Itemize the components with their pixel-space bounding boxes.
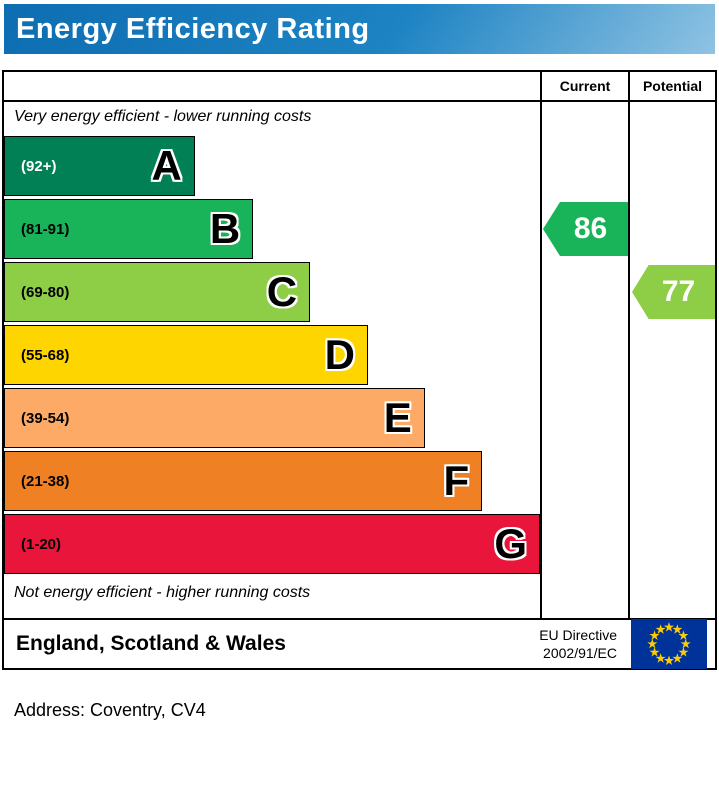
rating-bands: (92+) A (81-91) B (69-80) C (55-68) [4,136,540,577]
band-range: (81-91) [21,220,70,238]
band-row-a: (92+) A [4,136,540,199]
band-range: (1-20) [21,535,62,553]
potential-rating-pointer: 77 [632,265,715,319]
current-rating-pointer: 86 [543,202,628,256]
eu-flag-icon [631,619,707,669]
band-letter: B [209,205,241,252]
top-note: Very energy efficient - lower running co… [14,108,312,125]
band-letter: G [494,520,527,567]
chart-header-row: Current Potential [4,72,715,102]
band-bar-a: (92+) A [4,136,195,196]
address-line: Address: Coventry, CV4 [14,700,206,720]
column-header-potential: Potential [642,78,703,94]
band-row-d: (55-68) D [4,325,540,388]
column-header-current: Current [559,78,611,94]
band-range: (21-38) [21,472,70,490]
potential-rating-value: 77 [661,275,696,308]
band-letter: C [266,268,298,315]
column-divider-current [540,72,542,618]
band-bar-c: (69-80) C [4,262,311,322]
page-title: Energy Efficiency Rating [16,12,370,45]
eu-directive-label: EU Directive 2002/91/EC [539,626,617,662]
energy-efficiency-chart: Current Potential Very energy efficient … [2,70,717,620]
band-range: (92+) [21,157,57,175]
band-letter: E [383,394,412,441]
band-range: (39-54) [21,409,70,427]
region-label: England, Scotland & Wales [16,632,286,655]
band-bar-g: (1-20) G [4,514,540,574]
eu-directive-line1: EU Directive [539,626,617,643]
band-range: (69-80) [21,283,70,301]
band-letter: F [443,457,470,504]
band-row-f: (21-38) F [4,451,540,514]
band-row-e: (39-54) E [4,388,540,451]
band-bar-b: (81-91) B [4,199,254,259]
band-bar-e: (39-54) E [4,388,425,448]
band-letter: A [151,142,182,189]
column-divider-potential [628,72,630,618]
band-row-g: (1-20) G [4,514,540,577]
band-bar-f: (21-38) F [4,451,483,511]
band-bar-d: (55-68) D [4,325,368,385]
band-range: (55-68) [21,346,70,364]
band-letter: D [324,331,355,378]
chart-footer: England, Scotland & Wales EU Directive 2… [2,618,717,670]
bottom-note: Not energy efficient - higher running co… [14,584,311,601]
title-bar: Energy Efficiency Rating [4,4,715,54]
band-row-b: (81-91) B [4,199,540,262]
current-rating-value: 86 [573,212,608,245]
band-row-c: (69-80) C [4,262,540,325]
eu-directive-line2: 2002/91/EC [543,645,617,661]
